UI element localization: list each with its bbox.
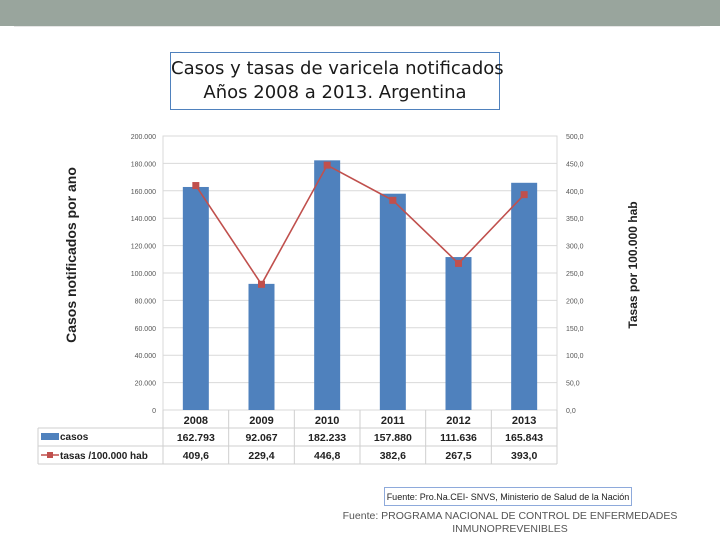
data-label-tasas: 229,4 (248, 450, 274, 462)
y-tick-label: 160.000 (131, 189, 156, 196)
chart-source-box: Fuente: Pro.Na.CEI- SNVS, Ministerio de … (384, 487, 632, 506)
y2-tick-label: 400,0 (566, 189, 584, 196)
data-label-tasas: 409,6 (183, 450, 209, 462)
y-tick-label: 40.000 (135, 353, 157, 360)
point-tasas-2008 (192, 182, 200, 190)
y-axis-title: Casos notificados por ano (63, 167, 79, 343)
line-tasas (195, 164, 525, 286)
y-tick-label: 140.000 (131, 216, 156, 223)
footer-line2: INMUNOPREVENIBLES (452, 523, 568, 535)
y2-tick-label: 500,0 (566, 134, 584, 141)
data-label-casos: 92.067 (245, 432, 277, 444)
point-tasas-2011 (389, 196, 397, 204)
x-tick-label: 2009 (249, 415, 273, 427)
y2-tick-label: 0,0 (566, 408, 576, 415)
data-label-casos: 157.880 (374, 432, 412, 444)
x-tick-label: 2010 (315, 415, 339, 427)
y-tick-label: 120.000 (131, 244, 156, 251)
slide-divider (14, 26, 700, 27)
data-label-casos: 182.233 (308, 432, 346, 444)
data-label-tasas: 382,6 (380, 450, 406, 462)
point-tasas-2009 (258, 280, 265, 288)
bar-casos-2012 (445, 257, 472, 410)
footer-line1: Fuente: PROGRAMA NACIONAL DE CONTROL DE … (342, 510, 678, 522)
legend-key-tasas-marker (47, 452, 53, 458)
slide-header-bar (0, 0, 720, 26)
data-label-tasas: 393,0 (511, 450, 537, 462)
y2-tick-label: 150,0 (566, 326, 584, 333)
x-tick-label: 2012 (446, 415, 470, 427)
bar-casos-2008 (182, 186, 209, 410)
y2-tick-label: 250,0 (566, 271, 584, 278)
point-tasas-2012 (455, 259, 462, 267)
x-tick-label: 2011 (381, 415, 405, 427)
y2-tick-label: 50,0 (566, 381, 580, 388)
y2-tick-label: 300,0 (566, 244, 584, 251)
y-tick-label: 80.000 (135, 298, 157, 305)
bar-casos-2009 (248, 283, 275, 410)
y2-tick-label: 350,0 (566, 216, 584, 223)
data-label-casos: 165.843 (505, 432, 543, 444)
chart-title-box: Casos y tasas de varicela notificados Añ… (170, 52, 504, 110)
data-label-casos: 162.793 (177, 432, 215, 444)
x-tick-label: 2008 (184, 415, 208, 427)
data-label-tasas: 267,5 (445, 450, 471, 462)
y2-tick-label: 200,0 (566, 298, 584, 305)
data-label-casos: 111.636 (440, 432, 477, 444)
point-tasas-2013 (520, 191, 528, 199)
y2-axis-title: Tasas por 100.000 hab (626, 201, 640, 328)
slide-footer: Fuente: PROGRAMA NACIONAL DE CONTROL DE … (330, 510, 690, 536)
legend-label-casos: casos (60, 432, 89, 443)
data-label-tasas: 446,8 (314, 450, 340, 462)
x-tick-label: 2013 (512, 415, 536, 427)
y-tick-label: 180.000 (131, 161, 156, 168)
y2-tick-label: 450,0 (566, 161, 584, 168)
bar-casos-2013 (511, 182, 538, 410)
chart-title-line1: Casos y tasas de varicela notificados (171, 58, 504, 79)
point-tasas-2010 (323, 161, 331, 169)
y-tick-label: 200.000 (131, 134, 156, 141)
chart-title-line2: Años 2008 a 2013. Argentina (203, 82, 467, 103)
legend-key-casos (41, 433, 59, 440)
y-tick-label: 60.000 (135, 326, 157, 333)
bar-casos-2011 (379, 193, 406, 410)
y2-tick-label: 100,0 (566, 353, 584, 360)
y-tick-label: 20.000 (135, 381, 157, 388)
legend-label-tasas: tasas /100.000 hab (60, 451, 148, 462)
y-tick-label: 100.000 (131, 271, 156, 278)
bar-casos-2010 (314, 160, 341, 410)
y-tick-label: 0 (152, 408, 156, 415)
